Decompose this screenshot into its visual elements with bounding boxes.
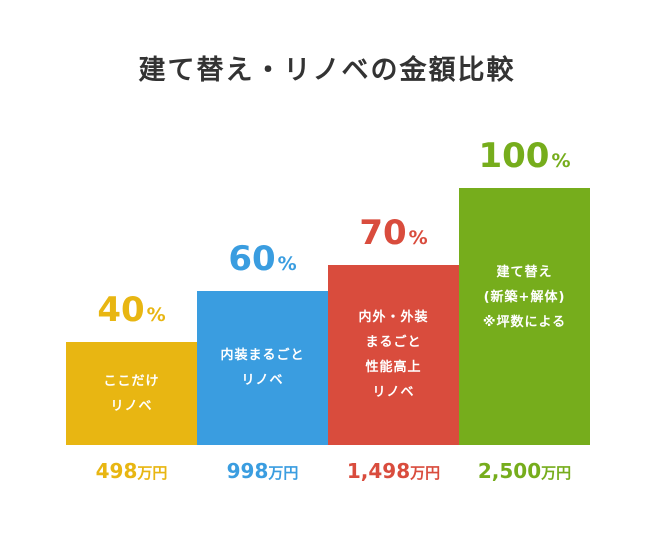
percent-label-3: 70% <box>328 213 459 253</box>
price-unit: 万円 <box>137 464 168 482</box>
percent-value: 40 <box>97 290 145 331</box>
bar-label-1: ここだけ リノベ <box>66 369 197 419</box>
bar-label-line: (新築+解体) <box>483 290 566 305</box>
bar-label-line: 性能高上 <box>365 360 422 376</box>
price-label-3: 1,498万円 <box>328 459 459 483</box>
price-label-2: 998万円 <box>197 459 328 483</box>
bar-label-line: リノベ <box>241 372 284 388</box>
percent-label-2: 60% <box>197 239 328 279</box>
price-unit: 万円 <box>410 464 441 482</box>
bar-label-3: 内外・外装まるごと性能高上リノベ <box>328 305 459 405</box>
price-label-1: 498万円 <box>66 459 197 483</box>
bar-label-line: まるごと <box>365 335 422 351</box>
price-value: 998 <box>226 459 269 483</box>
percent-value: 60 <box>228 238 276 279</box>
bar-label-line: 建て替え <box>496 265 553 280</box>
bar-4 <box>459 188 590 445</box>
percent-value: 100 <box>478 136 550 176</box>
price-value: 2,500 <box>477 459 542 483</box>
price-value: 498 <box>95 459 138 483</box>
percent-sign: % <box>277 252 297 275</box>
price-unit: 万円 <box>268 464 299 482</box>
percent-value: 70 <box>359 213 407 254</box>
percent-sign: % <box>551 150 571 172</box>
bar-2 <box>197 290 328 445</box>
bar-3 <box>328 265 459 445</box>
bar-label-line: ここだけ <box>103 373 160 389</box>
chart-title: 建て替え・リノベの金額比較 <box>138 55 516 86</box>
percent-sign: % <box>146 304 166 327</box>
percent-sign: % <box>408 227 428 250</box>
bar-label-line: リノベ <box>372 385 415 401</box>
bar-label-4: 建て替え (新築+解体) ※坪数による <box>459 260 590 335</box>
price-unit: 万円 <box>541 464 572 482</box>
percent-label-1: 40% <box>66 290 197 330</box>
bar-label-line: 内外・外装 <box>358 310 429 326</box>
bar-1 <box>66 342 197 445</box>
bar-label-2: 内装まるごと リノベ <box>197 343 328 393</box>
bar-label-line: リノベ <box>110 398 153 414</box>
bar-label-line: ※坪数による <box>482 315 567 330</box>
price-value: 1,498 <box>346 459 411 483</box>
bar-label-line: 内装まるごと <box>220 347 305 363</box>
price-label-4: 2,500万円 <box>459 459 590 483</box>
percent-label-4: 100% <box>459 136 590 176</box>
